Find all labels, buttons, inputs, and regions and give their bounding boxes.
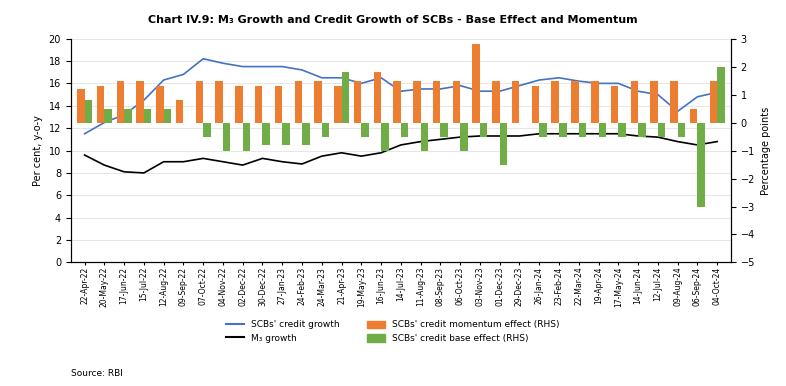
- Bar: [342, 72, 349, 123]
- Bar: [85, 100, 92, 123]
- Bar: [235, 86, 243, 123]
- Bar: [156, 86, 163, 123]
- Bar: [215, 81, 223, 123]
- Bar: [460, 123, 468, 151]
- Bar: [678, 123, 685, 137]
- Bar: [611, 86, 619, 123]
- Bar: [658, 123, 666, 137]
- Bar: [334, 86, 342, 123]
- Bar: [552, 81, 559, 123]
- Bar: [619, 123, 626, 137]
- Bar: [97, 86, 105, 123]
- Bar: [401, 123, 409, 137]
- Legend: SCBs' credit growth, M₃ growth, SCBs' credit momentum effect (RHS), SCBs' credit: SCBs' credit growth, M₃ growth, SCBs' cr…: [226, 320, 560, 343]
- Bar: [373, 72, 381, 123]
- Bar: [314, 81, 321, 123]
- Bar: [630, 81, 638, 123]
- Bar: [670, 81, 678, 123]
- Bar: [393, 81, 401, 123]
- Bar: [413, 81, 421, 123]
- Bar: [433, 81, 440, 123]
- Bar: [697, 123, 705, 207]
- Text: Source: RBI: Source: RBI: [71, 369, 123, 378]
- Bar: [381, 123, 388, 151]
- Bar: [176, 100, 183, 123]
- Bar: [255, 86, 263, 123]
- Bar: [263, 123, 270, 145]
- Bar: [571, 81, 578, 123]
- Bar: [77, 89, 85, 123]
- Y-axis label: Percentage points: Percentage points: [761, 107, 770, 195]
- Bar: [105, 108, 112, 123]
- Bar: [539, 123, 547, 137]
- Bar: [282, 123, 290, 145]
- Bar: [421, 123, 428, 151]
- Bar: [204, 123, 211, 137]
- Bar: [472, 44, 480, 123]
- Bar: [163, 108, 171, 123]
- Bar: [638, 123, 645, 137]
- Bar: [136, 81, 144, 123]
- Bar: [531, 86, 539, 123]
- Bar: [559, 123, 567, 137]
- Bar: [354, 81, 362, 123]
- Bar: [650, 81, 658, 123]
- Bar: [578, 123, 586, 137]
- Bar: [440, 123, 448, 137]
- Bar: [321, 123, 329, 137]
- Bar: [124, 108, 131, 123]
- Bar: [598, 123, 606, 137]
- Bar: [302, 123, 310, 145]
- Bar: [243, 123, 250, 151]
- Bar: [116, 81, 124, 123]
- Bar: [453, 81, 460, 123]
- Bar: [144, 108, 152, 123]
- Bar: [591, 81, 598, 123]
- Bar: [223, 123, 230, 151]
- Text: Chart IV.9: M₃ Growth and Credit Growth of SCBs - Base Effect and Momentum: Chart IV.9: M₃ Growth and Credit Growth …: [149, 15, 637, 25]
- Bar: [196, 81, 204, 123]
- Bar: [710, 81, 717, 123]
- Bar: [480, 123, 487, 137]
- Bar: [362, 123, 369, 137]
- Y-axis label: Per cent, y-o-y: Per cent, y-o-y: [33, 115, 43, 186]
- Bar: [492, 81, 500, 123]
- Bar: [275, 86, 282, 123]
- Bar: [690, 108, 697, 123]
- Bar: [295, 81, 302, 123]
- Bar: [512, 81, 520, 123]
- Bar: [500, 123, 507, 164]
- Bar: [717, 67, 725, 123]
